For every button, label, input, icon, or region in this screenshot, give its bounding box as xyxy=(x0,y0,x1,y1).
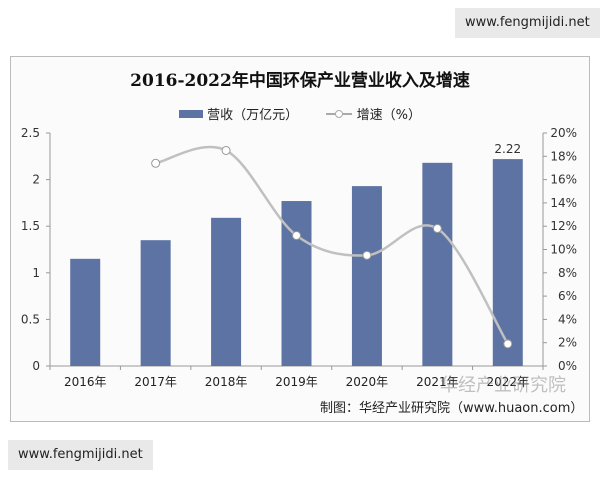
growth-point xyxy=(503,339,513,349)
watermark-top: www.fengmijidi.net xyxy=(455,8,600,38)
legend-bar-swatch xyxy=(179,109,204,118)
data-label: 2.22 xyxy=(494,142,521,156)
bar-2018年 xyxy=(211,217,242,366)
bar-2021年 xyxy=(422,162,453,366)
bar-2019年 xyxy=(281,201,312,366)
bar-2022年 xyxy=(492,159,523,366)
legend-line-swatch xyxy=(326,109,353,119)
left-tick-label: 0 xyxy=(32,359,40,373)
right-tick-label: 18% xyxy=(550,149,577,163)
right-tick-label: 14% xyxy=(550,196,577,210)
bar-2016年 xyxy=(70,258,101,366)
legend-bar-label: 营收（万亿元） xyxy=(207,108,299,123)
right-tick-label: 2% xyxy=(558,336,577,350)
x-tick-label: 2020年 xyxy=(346,375,389,389)
watermark-bottom: www.fengmijidi.net xyxy=(8,440,153,470)
bar-2017年 xyxy=(140,240,171,366)
logo-watermark: 华经产业研究院 xyxy=(440,375,566,396)
left-tick-label: 2.5 xyxy=(21,126,40,140)
x-tick-label: 2019年 xyxy=(275,375,318,389)
legend: 营收（万亿元） 增速（%） xyxy=(0,104,600,123)
x-tick-label: 2021年 xyxy=(416,375,459,389)
left-tick-label: 1 xyxy=(32,266,40,280)
x-tick-label: 2017年 xyxy=(134,375,177,389)
source-note: 制图：华经产业研究院（www.huaon.com） xyxy=(320,401,584,416)
legend-line-label: 增速（%） xyxy=(356,108,421,123)
x-tick-label: 2018年 xyxy=(205,375,248,389)
right-tick-label: 0% xyxy=(558,359,577,373)
left-tick-label: 0.5 xyxy=(21,312,40,326)
left-tick-label: 2 xyxy=(32,173,40,187)
right-tick-label: 16% xyxy=(550,173,577,187)
right-tick-label: 8% xyxy=(558,266,577,280)
growth-point xyxy=(362,250,372,260)
right-tick-label: 12% xyxy=(550,219,577,233)
growth-point xyxy=(432,224,442,234)
growth-point xyxy=(292,231,301,241)
growth-point xyxy=(151,158,161,168)
chart-title: 2016-2022年中国环保产业营业收入及增速 xyxy=(130,71,470,91)
right-tick-label: 20% xyxy=(550,126,577,140)
right-tick-label: 4% xyxy=(558,312,577,326)
right-tick-label: 6% xyxy=(558,289,577,303)
growth-point xyxy=(221,145,231,155)
bar-2020年 xyxy=(351,186,382,366)
x-tick-label: 2022年 xyxy=(487,375,530,389)
growth-line xyxy=(155,145,509,345)
x-tick-label: 2016年 xyxy=(64,375,107,389)
left-tick-label: 1.5 xyxy=(21,219,40,233)
right-tick-label: 10% xyxy=(550,243,577,257)
